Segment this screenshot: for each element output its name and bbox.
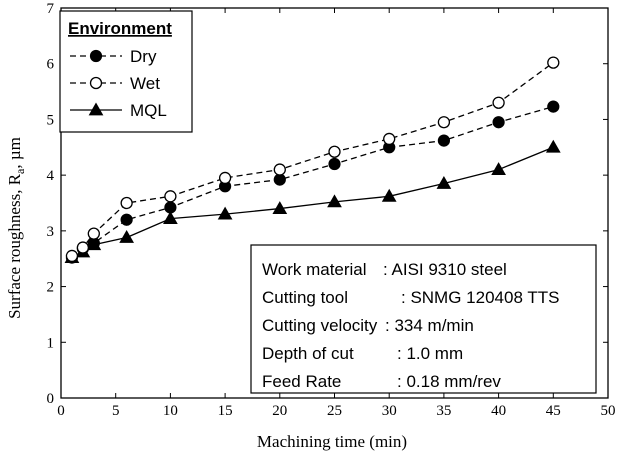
x-tick-label: 0 bbox=[57, 403, 65, 419]
legend-marker-dry bbox=[89, 49, 103, 63]
data-point-wet bbox=[328, 145, 341, 158]
data-point-dry bbox=[120, 213, 133, 226]
legend-marker-wet bbox=[89, 76, 103, 90]
info-label: Cutting tool bbox=[262, 288, 348, 307]
data-point-mql bbox=[163, 211, 178, 224]
y-tick-label: 3 bbox=[47, 224, 55, 240]
legend-frame bbox=[59, 10, 193, 133]
data-point-wet bbox=[273, 163, 286, 176]
x-tick-label: 45 bbox=[546, 403, 561, 419]
legend-item-dry: Dry bbox=[70, 47, 157, 66]
x-tick-label: 30 bbox=[382, 403, 397, 419]
info-label: Cutting velocity bbox=[262, 316, 378, 335]
info-value: : AISI 9310 steel bbox=[383, 260, 507, 279]
data-point-wet bbox=[547, 56, 560, 69]
legend-item-wet: Wet bbox=[70, 74, 160, 93]
data-point-wet bbox=[65, 249, 79, 263]
info-box-frame bbox=[250, 244, 597, 394]
info-value: : 0.18 mm/rev bbox=[397, 372, 501, 391]
legend-label-dry: Dry bbox=[130, 47, 157, 66]
data-point-dry bbox=[273, 173, 286, 186]
legend-marker-mql bbox=[88, 102, 104, 116]
x-tick-label: 10 bbox=[163, 403, 178, 419]
data-point-wet bbox=[437, 116, 451, 129]
y-tick-label: 2 bbox=[47, 280, 55, 296]
legend-label-wet: Wet bbox=[130, 74, 160, 93]
x-tick-label: 35 bbox=[436, 403, 451, 419]
y-tick-label: 1 bbox=[47, 335, 55, 351]
legend-item-mql: MQL bbox=[70, 101, 167, 120]
x-tick-label: 25 bbox=[327, 403, 342, 419]
legend: Environment Dry Wet MQL bbox=[59, 10, 193, 133]
x-tick-label: 15 bbox=[218, 403, 233, 419]
y-tick-label: 6 bbox=[47, 57, 55, 73]
data-point-wet bbox=[87, 227, 100, 240]
y-tick-label: 4 bbox=[47, 168, 55, 184]
data-point-mql bbox=[119, 230, 135, 243]
data-point-mql bbox=[436, 175, 452, 189]
info-value: : SNMG 120408 TTS bbox=[401, 288, 559, 307]
data-point-dry bbox=[492, 116, 505, 129]
info-label: Work material bbox=[262, 260, 367, 279]
legend-items: Dry Wet MQL bbox=[70, 47, 167, 120]
data-point-wet bbox=[120, 196, 133, 210]
series-mql bbox=[71, 146, 554, 259]
data-point-wet bbox=[76, 241, 90, 254]
data-point-wet bbox=[218, 171, 232, 185]
info-label: Feed Rate bbox=[262, 372, 341, 391]
y-tick-label: 7 bbox=[47, 1, 55, 17]
data-point-mql bbox=[327, 194, 342, 208]
info-value: : 1.0 mm bbox=[397, 344, 463, 363]
legend-label-mql: MQL bbox=[130, 101, 167, 120]
data-point-mql bbox=[272, 201, 288, 214]
info-value: : 334 m/min bbox=[385, 316, 474, 335]
series-wet bbox=[71, 62, 554, 257]
x-axis-title: Machining time (min) bbox=[257, 432, 407, 451]
data-point-wet bbox=[164, 190, 177, 203]
y-axis-title: Surface roughness, Ra, µm bbox=[5, 137, 27, 319]
x-tick-label: 5 bbox=[112, 403, 120, 419]
data-point-dry bbox=[164, 201, 177, 214]
data-point-dry bbox=[437, 134, 450, 147]
y-axis-title-subscript: a bbox=[13, 168, 27, 174]
data-point-wet bbox=[383, 132, 396, 146]
series-points-mql bbox=[64, 139, 561, 263]
y-axis-title-main: Surface roughness, R bbox=[5, 173, 24, 319]
y-tick-label: 0 bbox=[47, 391, 55, 407]
x-tick-label: 40 bbox=[491, 403, 506, 419]
data-point-dry bbox=[328, 157, 341, 171]
data-point-mql bbox=[491, 162, 506, 175]
series-line-mql bbox=[71, 146, 554, 259]
data-point-wet bbox=[492, 96, 505, 109]
series-line-wet bbox=[71, 62, 554, 257]
info-label: Depth of cut bbox=[262, 344, 354, 363]
x-tick-label: 20 bbox=[272, 403, 287, 419]
legend-title: Environment bbox=[68, 19, 172, 38]
data-point-mql bbox=[545, 139, 561, 153]
info-box: Work material : AISI 9310 steel Cutting to… bbox=[250, 244, 597, 394]
y-tick-label: 5 bbox=[47, 112, 55, 128]
x-tick-label: 50 bbox=[601, 403, 616, 419]
data-point-mql bbox=[217, 206, 233, 220]
info-rows: Work material : AISI 9310 steel Cutting to… bbox=[262, 260, 559, 391]
data-point-dry bbox=[547, 100, 560, 113]
series-points-wet bbox=[65, 56, 560, 263]
data-point-mql bbox=[381, 188, 397, 202]
y-axis-title-unit: , µm bbox=[5, 137, 24, 169]
